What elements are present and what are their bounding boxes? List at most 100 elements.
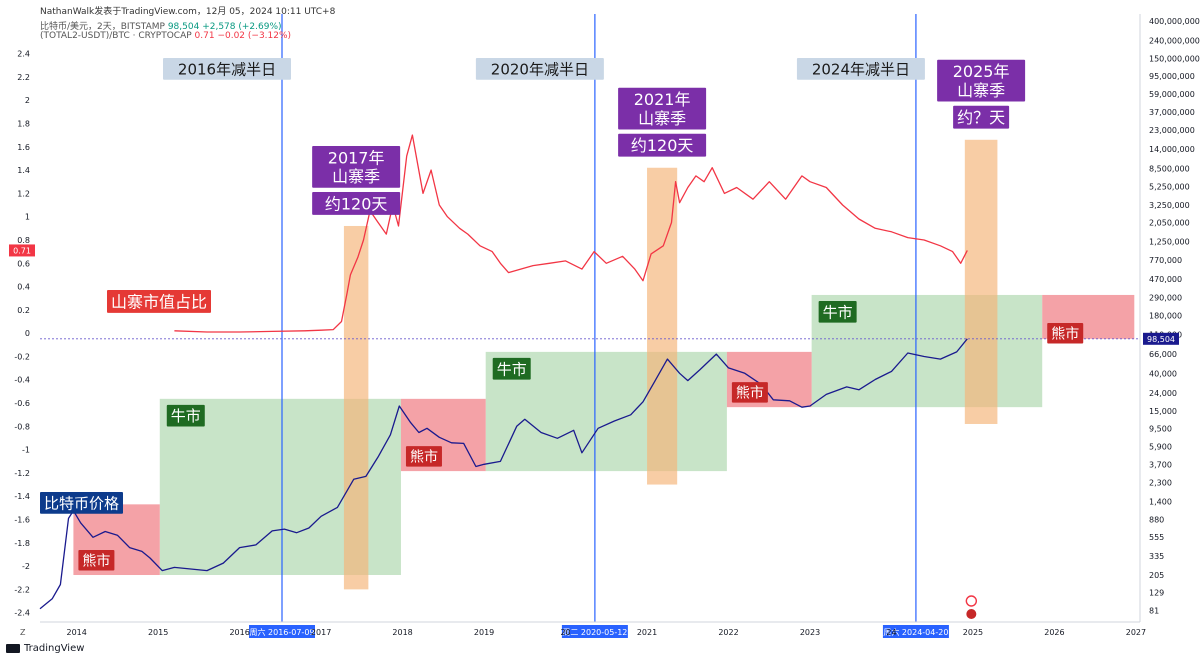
ratio-value: 0.71	[194, 31, 215, 41]
right-tick-label-31: 240,000,000	[1149, 37, 1200, 46]
altseason-label-1-text: 2017年	[328, 148, 385, 167]
bull-market-label-2-text: 牛市	[497, 360, 527, 378]
left-current-value: 0.71	[13, 246, 31, 255]
halving-date-bg-3	[882, 625, 949, 638]
right-tick-label-25: 14,000,000	[1149, 145, 1195, 154]
right-tick-label-19: 770,000	[1149, 256, 1182, 265]
x-tick-label-12: 2026	[1044, 628, 1064, 637]
halving-label-3-bg	[796, 58, 925, 80]
bear-market-label-3-text: 熊市	[736, 385, 764, 402]
left-tick-label-5: 1.4	[17, 166, 30, 175]
halving-date-bg-2	[561, 625, 628, 638]
altcoin-ratio-label-bg	[107, 290, 211, 313]
bear-market-label-4: 熊市	[1047, 322, 1084, 344]
btc-price-label-bg	[40, 492, 123, 514]
bear-market-label-3: 熊市	[731, 382, 768, 403]
left-current-badge	[9, 244, 35, 257]
left-tick-label-11: 0.2	[17, 306, 30, 315]
right-tick-label-1: 129	[1149, 589, 1164, 598]
right-tick-label-20: 1,250,000	[1149, 238, 1190, 247]
halving-date-1: 周六 2016-07-09	[249, 627, 314, 637]
left-tick-label-0: 2.4	[17, 50, 30, 59]
x-tick-label-8: 2022	[718, 628, 738, 637]
right-tick-label-10: 9,500	[1149, 424, 1172, 433]
right-tick-label-24: 8,500,000	[1149, 164, 1190, 173]
right-current-badge	[1143, 332, 1179, 345]
right-tick-label-8: 3,700	[1149, 460, 1172, 469]
btc-price-label: 比特币价格	[40, 492, 123, 514]
altseason-label-3-text: 山寨季	[957, 81, 1005, 100]
halving-label-2-bg	[475, 58, 604, 80]
bear-market-label-1-bg	[78, 550, 115, 571]
btc-value: 98,504	[167, 22, 200, 32]
ratio-symbol: (TOTAL2-USDT)/BTC · CRYPTOCAP	[40, 31, 192, 41]
left-tick-label-10: 0.4	[17, 283, 30, 292]
right-tick-label-26: 23,000,000	[1149, 126, 1195, 135]
bear-market-label-4-bg	[1047, 322, 1084, 344]
left-tick-label-22: -2	[22, 562, 30, 571]
left-tick-label-14: -0.4	[14, 376, 30, 385]
btc-symbol-line: 比特币/美元，2天，BITSTAMP 98,504 +2,578 (+2.69%…	[40, 19, 282, 32]
halving-label-2-text: 2020年减半日	[491, 60, 589, 78]
bear-market-label-3-bg	[731, 382, 768, 403]
left-tick-label-2: 2	[25, 96, 30, 105]
right-current-value: 98,504	[1147, 335, 1175, 344]
left-tick-label-6: 1.2	[17, 189, 30, 198]
bear-market-label-4-text: 熊市	[1051, 325, 1079, 342]
right-tick-label-22: 3,250,000	[1149, 201, 1190, 210]
altseason-zone-3	[964, 139, 998, 424]
bull-market-label-1-bg	[166, 404, 205, 427]
publisher-line: NathanWalk发表于TradingView.com，12月 05，2024…	[40, 4, 335, 17]
halving-date-3: 周六 2024-04-20	[883, 627, 948, 637]
left-tick-label-19: -1.4	[14, 492, 30, 501]
altseason-label-2-text: 2021年	[634, 90, 691, 109]
x-tick-label-6: 20	[560, 628, 570, 637]
x-tick-label-1: 2015	[148, 628, 168, 637]
bull-market-label-1-text: 牛市	[171, 407, 201, 425]
right-tick-label-3: 335	[1149, 552, 1164, 561]
bull-market-label-2: 牛市	[492, 357, 531, 380]
us-flag-icon	[966, 609, 977, 619]
right-tick-label-12: 24,000	[1149, 389, 1177, 398]
halving-date-bg-1	[249, 625, 315, 638]
altseason-zone-1	[343, 225, 369, 590]
right-tick-label-13: 40,000	[1149, 369, 1177, 378]
bear-market-label-2-bg	[405, 446, 442, 467]
right-tick-label-2: 205	[1149, 571, 1164, 580]
right-tick-label-11: 15,000	[1149, 407, 1177, 416]
altseason-label-3-text: 2025年	[953, 62, 1010, 81]
x-tick-label-3: 2017	[311, 628, 331, 637]
right-tick-label-17: 290,000	[1149, 294, 1182, 303]
right-tick-label-7: 2,300	[1149, 479, 1172, 488]
altseason-duration-1: 约120天	[312, 191, 401, 215]
bear-market-label-1: 熊市	[78, 550, 115, 571]
publisher-text: NathanWalk发表于TradingView.com，12月 05，2024…	[40, 7, 336, 17]
tradingview-logo[interactable]: TradingView	[6, 643, 84, 654]
altseason-duration-3-text: 约？天	[957, 108, 1005, 127]
btc-price-line	[39, 338, 968, 610]
bull-market-label-1: 牛市	[166, 404, 205, 427]
left-tick-label-18: -1.2	[14, 469, 30, 478]
bull-market-label-3-text: 牛市	[823, 303, 853, 321]
x-tick-label-7: 2021	[637, 628, 657, 637]
x-tick-label-5: 2019	[474, 628, 494, 637]
altseason-label-1-text: 山寨季	[332, 167, 380, 186]
halving-label-1-text: 2016年减半日	[178, 60, 276, 78]
bull-market-label-2-bg	[492, 357, 531, 380]
bear-market-label-2-text: 熊市	[410, 449, 438, 466]
altseason-label-3-bg	[937, 59, 1026, 102]
bull-market-label-3-bg	[818, 300, 857, 323]
x-tick-label-13: 2027	[1126, 628, 1146, 637]
halving-label-1-bg	[163, 58, 291, 80]
right-tick-label-14: 66,000	[1149, 350, 1177, 359]
bear-market-label-1-text: 熊市	[82, 552, 110, 569]
left-tick-label-1: 2.2	[17, 73, 30, 82]
altseason-duration-2: 约120天	[618, 133, 707, 157]
altcoin-ratio-line	[174, 134, 968, 333]
right-tick-label-32: 400,000,000	[1149, 17, 1200, 26]
ratio-symbol-line: (TOTAL2-USDT)/BTC · CRYPTOCAP 0.71 −0.02…	[40, 31, 291, 41]
left-tick-label-16: -0.8	[14, 422, 30, 431]
bull-market-label-3: 牛市	[818, 300, 857, 323]
